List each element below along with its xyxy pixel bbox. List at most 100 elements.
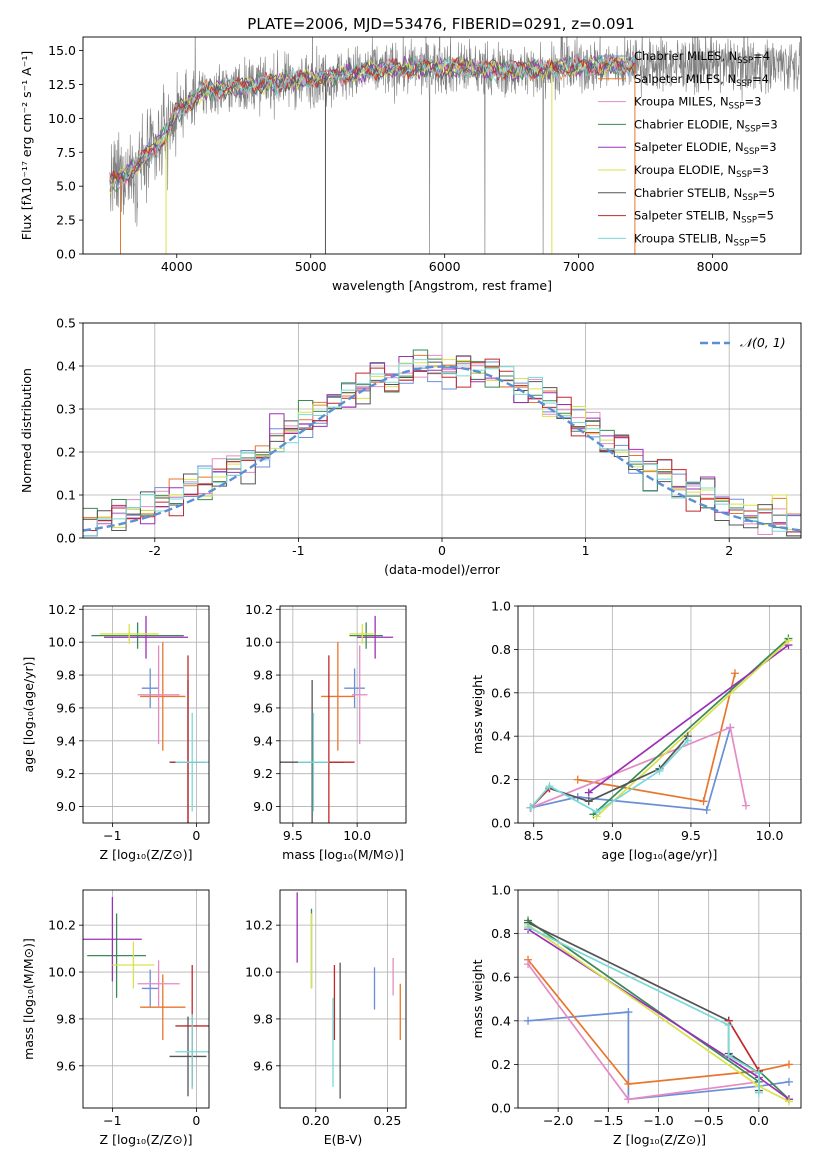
weight-marker bbox=[545, 782, 554, 791]
y-axis-label: mass [log₁₀(M/M⊙)] bbox=[21, 938, 36, 1060]
histogram-kroupa_stelib bbox=[83, 359, 801, 537]
grid-ebv_mass bbox=[280, 890, 406, 1108]
y-tick-label: 9.8 bbox=[253, 1011, 273, 1026]
x-tick-label: 5000 bbox=[295, 259, 327, 274]
errorbar-chabrier_elodie bbox=[87, 913, 146, 998]
y-tick-label: 10.0 bbox=[48, 111, 76, 126]
plot-area-mass_age bbox=[280, 615, 394, 823]
x-axis-label: wavelength [Angstrom, rest frame] bbox=[332, 278, 552, 293]
errorbar-chabrier_miles bbox=[141, 969, 159, 1008]
x-tick-label: 0.20 bbox=[302, 1113, 330, 1128]
y-tick-label: 10.0 bbox=[48, 635, 76, 650]
y-axis-label: age [log₁₀(age/yr)] bbox=[21, 657, 36, 773]
panel-z_mass: −1 0 9.6 9.8 10.0 10.2 Z [log₁₀(Z/Z⊙)] mass [lo… bbox=[21, 889, 210, 1147]
x-tick-label: 9.5 bbox=[681, 828, 701, 843]
y-axis-label: Flux [fλ10⁻¹⁷ erg cm⁻² s⁻¹ A⁻¹] bbox=[19, 51, 34, 240]
weight-marker bbox=[573, 775, 582, 784]
x-axis-label: mass [log₁₀(M/M⊙)] bbox=[282, 847, 404, 862]
y-tick-label: 0.2 bbox=[491, 772, 511, 787]
y-tick-label: 0.3 bbox=[56, 402, 76, 417]
x-tick-label: 9.0 bbox=[602, 828, 622, 843]
plot-area-z_mass bbox=[83, 897, 209, 1097]
weight-marker bbox=[624, 1008, 633, 1017]
errorbar-kroupa_elodie bbox=[99, 624, 159, 644]
panel-residuals: -2 -1 0 1 2 0.0 0.1 0.2 0.3 0.4 0.5 (data-model)/er… bbox=[19, 316, 802, 577]
legend-entry: Kroupa STELIB, NSSP=5 bbox=[634, 231, 766, 248]
weight-marker bbox=[754, 1088, 763, 1097]
weight-marker bbox=[784, 1077, 793, 1086]
histogram-salpeter_stelib bbox=[83, 358, 801, 533]
x-tick-label: 0.0 bbox=[749, 1113, 769, 1128]
y-tick-label: 0.0 bbox=[56, 531, 76, 546]
panel-ebv_mass: 0.20 0.25 9.6 9.8 10.0 10.2 E(B-V) bbox=[245, 889, 407, 1147]
x-tick-label: 10.0 bbox=[343, 828, 371, 843]
y-axis-label: Normed distribution bbox=[19, 368, 34, 493]
plot-area-spectrum bbox=[109, 37, 800, 254]
errorbar-kroupa_stelib bbox=[175, 1014, 209, 1090]
errorbar-chabrier_stelib bbox=[169, 1016, 207, 1097]
x-axis-label: Z [log₁₀(Z/Z⊙)] bbox=[613, 1132, 706, 1147]
y-tick-label: 10.2 bbox=[48, 918, 76, 933]
y-tick-label: 10.0 bbox=[245, 965, 273, 980]
weight-marker bbox=[624, 1095, 633, 1104]
panel-spectrum: 4000 5000 6000 7000 8000 0.0 2.5 5.0 7.5 10.0 12.5… bbox=[19, 36, 802, 293]
weight-line-chabrier_stelib bbox=[527, 921, 760, 1091]
legend-entry: Chabrier ELODIE, NSSP=3 bbox=[634, 117, 778, 134]
x-tick-label: 10.0 bbox=[756, 828, 784, 843]
x-tick-label: 0 bbox=[192, 1113, 200, 1128]
y-tick-label: 9.2 bbox=[253, 766, 273, 781]
y-tick-label: 9.6 bbox=[253, 700, 273, 715]
axes-frame bbox=[279, 605, 407, 824]
errorbar-kroupa_miles bbox=[137, 960, 180, 1008]
x-axis-label: Z [log₁₀(Z/Z⊙)] bbox=[100, 1132, 193, 1147]
weight-marker bbox=[524, 960, 533, 969]
plot-area-ebv_mass bbox=[296, 892, 401, 1099]
errorbar-kroupa_elodie bbox=[349, 624, 376, 644]
weight-marker bbox=[724, 1051, 733, 1060]
errorbar-kroupa_miles bbox=[352, 645, 368, 745]
y-tick-label: 9.8 bbox=[56, 668, 76, 683]
weight-marker bbox=[702, 805, 711, 814]
x-tick-label: −1 bbox=[103, 1113, 121, 1128]
grid-mass_age bbox=[280, 606, 406, 823]
y-tick-label: 10.2 bbox=[48, 602, 76, 617]
y-axis-label: mass weight bbox=[470, 959, 485, 1038]
weight-line-salpeter_miles bbox=[527, 959, 790, 1085]
errorbar-salpeter_miles bbox=[321, 642, 355, 751]
axes-frame bbox=[82, 889, 210, 1109]
weight-marker bbox=[584, 797, 593, 806]
legend-entry: Salpeter MILES, NSSP=4 bbox=[634, 72, 769, 89]
weight-marker bbox=[784, 636, 793, 645]
y-tick-label: 10.0 bbox=[48, 965, 76, 980]
errorbar-chabrier_elodie bbox=[349, 622, 383, 649]
errorbar-kroupa_miles bbox=[137, 645, 180, 745]
legend-entry: Salpeter ELODIE, NSSP=3 bbox=[634, 140, 777, 157]
x-tick-label: −1.0 bbox=[643, 1113, 673, 1128]
y-tick-label: 9.0 bbox=[56, 799, 76, 814]
y-tick-label: 0.4 bbox=[491, 1013, 511, 1028]
panel-z_age: −1 0 9.0 9.2 9.4 9.6 9.8 10.0 10.2 Z [log₁₀(Z/Z⊙)… bbox=[21, 602, 210, 862]
errorbar-kroupa_stelib bbox=[298, 712, 329, 812]
normal-curve bbox=[83, 365, 801, 532]
y-tick-label: 7.5 bbox=[56, 145, 76, 160]
x-tick-label: 4000 bbox=[161, 259, 193, 274]
weight-marker bbox=[724, 1021, 733, 1030]
legend-entry: Salpeter STELIB, NSSP=5 bbox=[634, 209, 774, 226]
plot-area-z_age bbox=[91, 615, 209, 823]
y-tick-label: 9.6 bbox=[253, 1058, 273, 1073]
axes-frame bbox=[82, 605, 210, 824]
x-tick-label: 6000 bbox=[429, 259, 461, 274]
y-tick-label: 0.6 bbox=[491, 685, 511, 700]
grid-age_weight bbox=[518, 605, 801, 824]
x-axis-label: age [log₁₀(age/yr)] bbox=[602, 847, 718, 862]
y-tick-label: 9.6 bbox=[56, 700, 76, 715]
y-tick-label: 1.0 bbox=[491, 883, 511, 898]
x-axis-label: Z [log₁₀(Z/Z⊙)] bbox=[100, 847, 193, 862]
x-tick-label: 7000 bbox=[563, 259, 595, 274]
spectrum-model-kroupa_elodie bbox=[109, 53, 636, 195]
y-tick-label: 0.0 bbox=[56, 247, 76, 262]
y-axis-label: mass weight bbox=[470, 675, 485, 754]
legend-entry: Chabrier MILES, NSSP=4 bbox=[634, 49, 770, 66]
y-tick-label: 0.4 bbox=[491, 729, 511, 744]
